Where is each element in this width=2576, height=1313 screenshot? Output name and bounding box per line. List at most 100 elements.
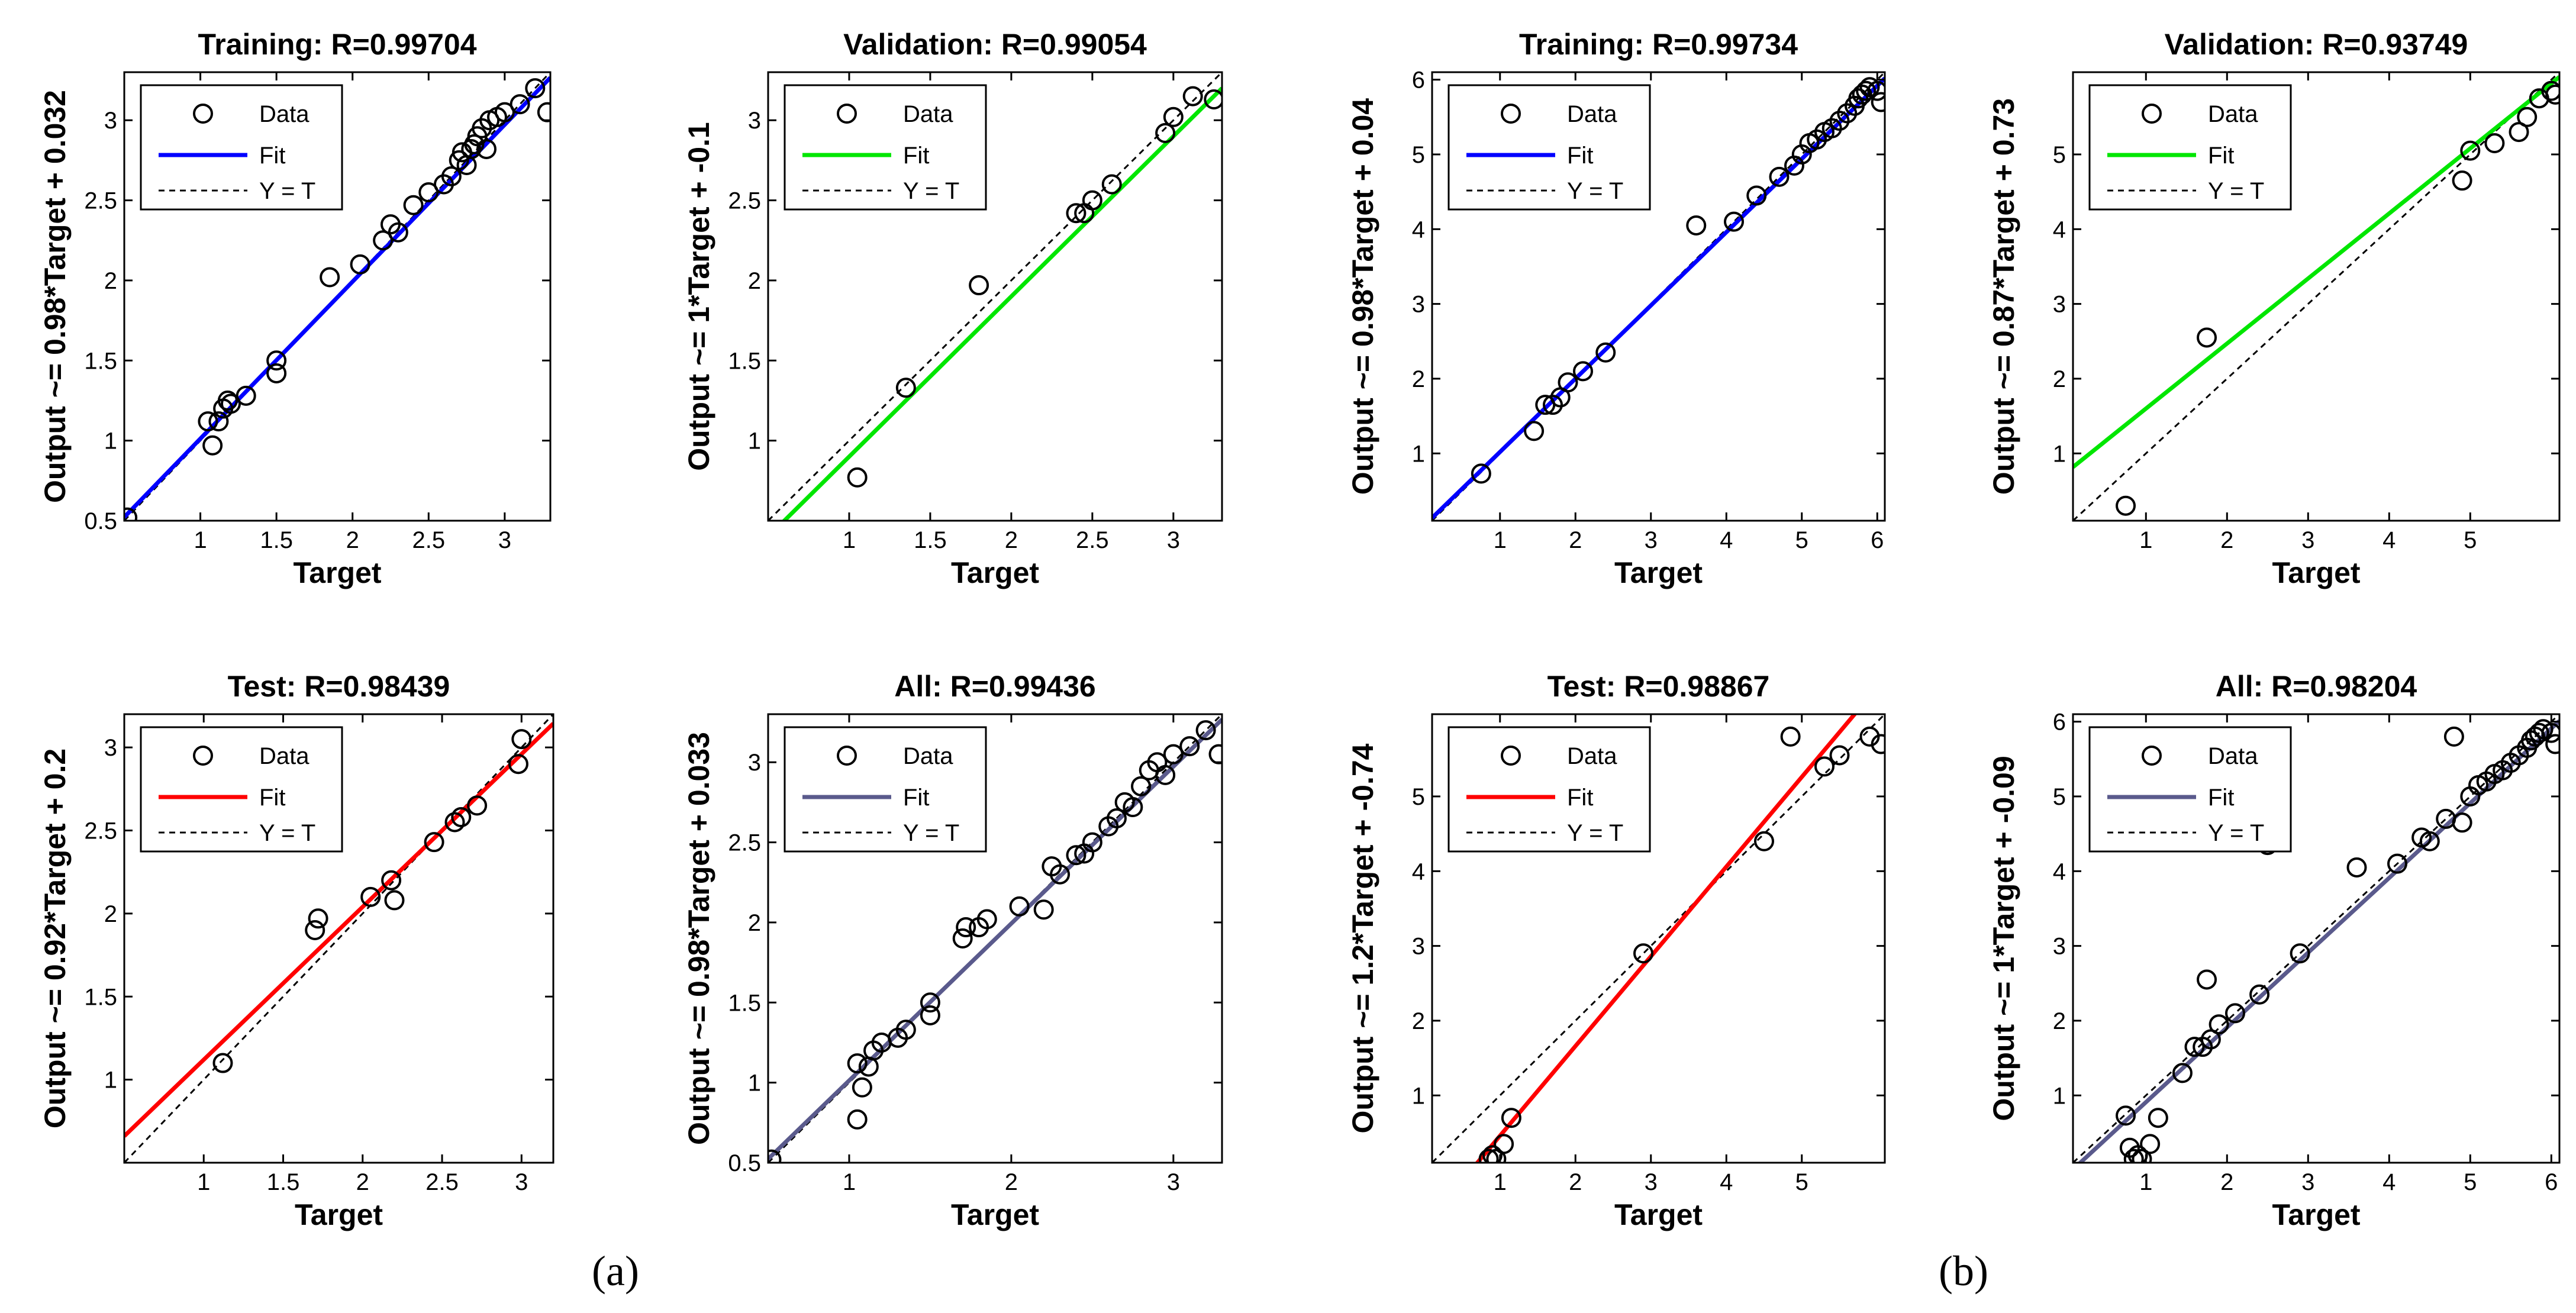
x-tick-label: 3: [1167, 1169, 1180, 1195]
data-point: [1573, 361, 1593, 382]
legend: Data Fit Y = T: [1447, 726, 1651, 853]
legend: Data Fit Y = T: [2088, 726, 2292, 853]
data-point: [424, 832, 444, 853]
data-point: [373, 230, 394, 251]
chart-title: Test: R=0.98439: [228, 670, 450, 703]
data-point: [1754, 831, 1774, 851]
data-point: [1837, 103, 1858, 124]
x-tick-label: 2: [1005, 527, 1018, 553]
data-point: [1852, 84, 1872, 105]
y-axis-label: Output ~= 0.87*Target + 0.73: [1987, 98, 2020, 495]
x-tick-label: 2: [356, 1169, 369, 1195]
legend-box: [1447, 84, 1651, 211]
data-point: [1082, 832, 1102, 853]
legend-box: [2088, 726, 2292, 853]
data-point: [768, 1149, 782, 1163]
y-tick-label: 1: [1412, 1083, 1425, 1109]
data-point: [418, 182, 439, 203]
x-tick-label: 3: [515, 1169, 528, 1195]
data-point: [467, 795, 488, 816]
data-point: [1746, 185, 1767, 206]
data-point: [208, 411, 229, 432]
x-axis-label: Target: [1614, 1198, 1703, 1231]
chart-title: All: R=0.99436: [894, 670, 1095, 703]
x-tick-label: 1: [2139, 527, 2152, 553]
y-tick-label: 4: [1412, 217, 1425, 243]
data-point: [1871, 734, 1885, 754]
data-point: [1155, 764, 1176, 785]
x-tick-label: 1.5: [260, 527, 293, 553]
data-point: [2419, 831, 2440, 851]
chart-title: Training: R=0.99704: [198, 28, 476, 61]
data-point: [1471, 463, 1491, 484]
chart-title: Validation: R=0.99054: [843, 28, 1147, 61]
data-point: [1482, 1145, 1503, 1163]
data-point: [1867, 80, 1885, 101]
x-axis-label: Target: [1614, 556, 1703, 589]
data-point: [956, 917, 976, 938]
x-tick-label: 2.5: [425, 1169, 459, 1195]
legend-marker-data: [1501, 746, 1521, 766]
y-tick-label: 1.5: [728, 348, 761, 374]
identity-line: [2073, 714, 2559, 1163]
axes-frame: [123, 713, 554, 1164]
legend-label-data: Data: [2208, 743, 2258, 769]
legend: Data Fit Y = T: [2088, 84, 2292, 211]
fit-line: [2073, 75, 2559, 469]
data-point: [1131, 776, 1152, 796]
legend-label-data: Data: [1567, 743, 1617, 769]
y-tick-label: 3: [2053, 292, 2066, 318]
legend-label-fit: Fit: [903, 785, 929, 811]
data-point: [2387, 853, 2407, 874]
y-tick-label: 2: [2053, 1008, 2066, 1034]
data-point: [221, 393, 241, 414]
legend-label-identity: Y = T: [2208, 178, 2264, 204]
x-tick-label: 3: [1645, 527, 1658, 553]
data-point: [2545, 84, 2559, 105]
data-point: [1179, 736, 1200, 757]
data-point: [2116, 1105, 2136, 1126]
data-point: [308, 908, 328, 929]
chart-panel-7: 1 2 3 4 5 1 2 3 4 5 Test: R=0.98867 Target Output ~=…: [1346, 670, 1886, 1231]
data-point: [2184, 1037, 2205, 1057]
x-tick-label: 2.5: [1076, 527, 1109, 553]
y-tick-label: 1.5: [84, 984, 117, 1010]
legend-label-data: Data: [2208, 101, 2258, 127]
legend-marker-data: [837, 104, 857, 124]
data-point: [1686, 215, 1707, 235]
data-point: [124, 507, 138, 521]
chart-title: All: R=0.98204: [2216, 670, 2417, 703]
legend-label-data: Data: [1567, 101, 1617, 127]
data-point: [2209, 1014, 2229, 1035]
data-point: [847, 467, 868, 488]
data-point: [2541, 722, 2559, 743]
data-point: [2452, 170, 2472, 191]
x-tick-label: 3: [1167, 527, 1180, 553]
data-point: [2460, 140, 2481, 161]
axes-frame: [2072, 71, 2561, 522]
chart-panel-8: 1 2 3 4 5 6 1 2 3 4 5 6 All: R=0.98204 Target Output ~…: [1987, 670, 2561, 1231]
data-point: [976, 909, 997, 930]
legend: Data Fit Y = T: [784, 84, 987, 211]
legend: Data Fit Y = T: [140, 726, 343, 853]
legend-label-fit: Fit: [259, 143, 285, 169]
data-point: [2443, 726, 2464, 747]
x-tick-label: 2: [1569, 1169, 1582, 1195]
axes-frame: [1431, 71, 1886, 522]
data-point: [1558, 372, 1578, 393]
legend-marker-data: [2142, 104, 2162, 124]
y-axis-label: Output ~= 0.98*Target + 0.032: [38, 90, 72, 503]
data-point: [2140, 1134, 2161, 1154]
data-point: [441, 166, 462, 186]
data-point: [2225, 1003, 2245, 1024]
data-point: [2132, 1149, 2152, 1163]
legend-label-fit: Fit: [1567, 785, 1593, 811]
data-point: [476, 138, 496, 159]
y-tick-label: 1: [2053, 1083, 2066, 1109]
legend-label-data: Data: [903, 743, 953, 769]
x-tick-label: 1: [843, 1169, 856, 1195]
data-point: [1543, 395, 1563, 415]
data-point: [2123, 1149, 2144, 1163]
legend-label-data: Data: [259, 101, 309, 127]
data-point: [969, 275, 989, 296]
